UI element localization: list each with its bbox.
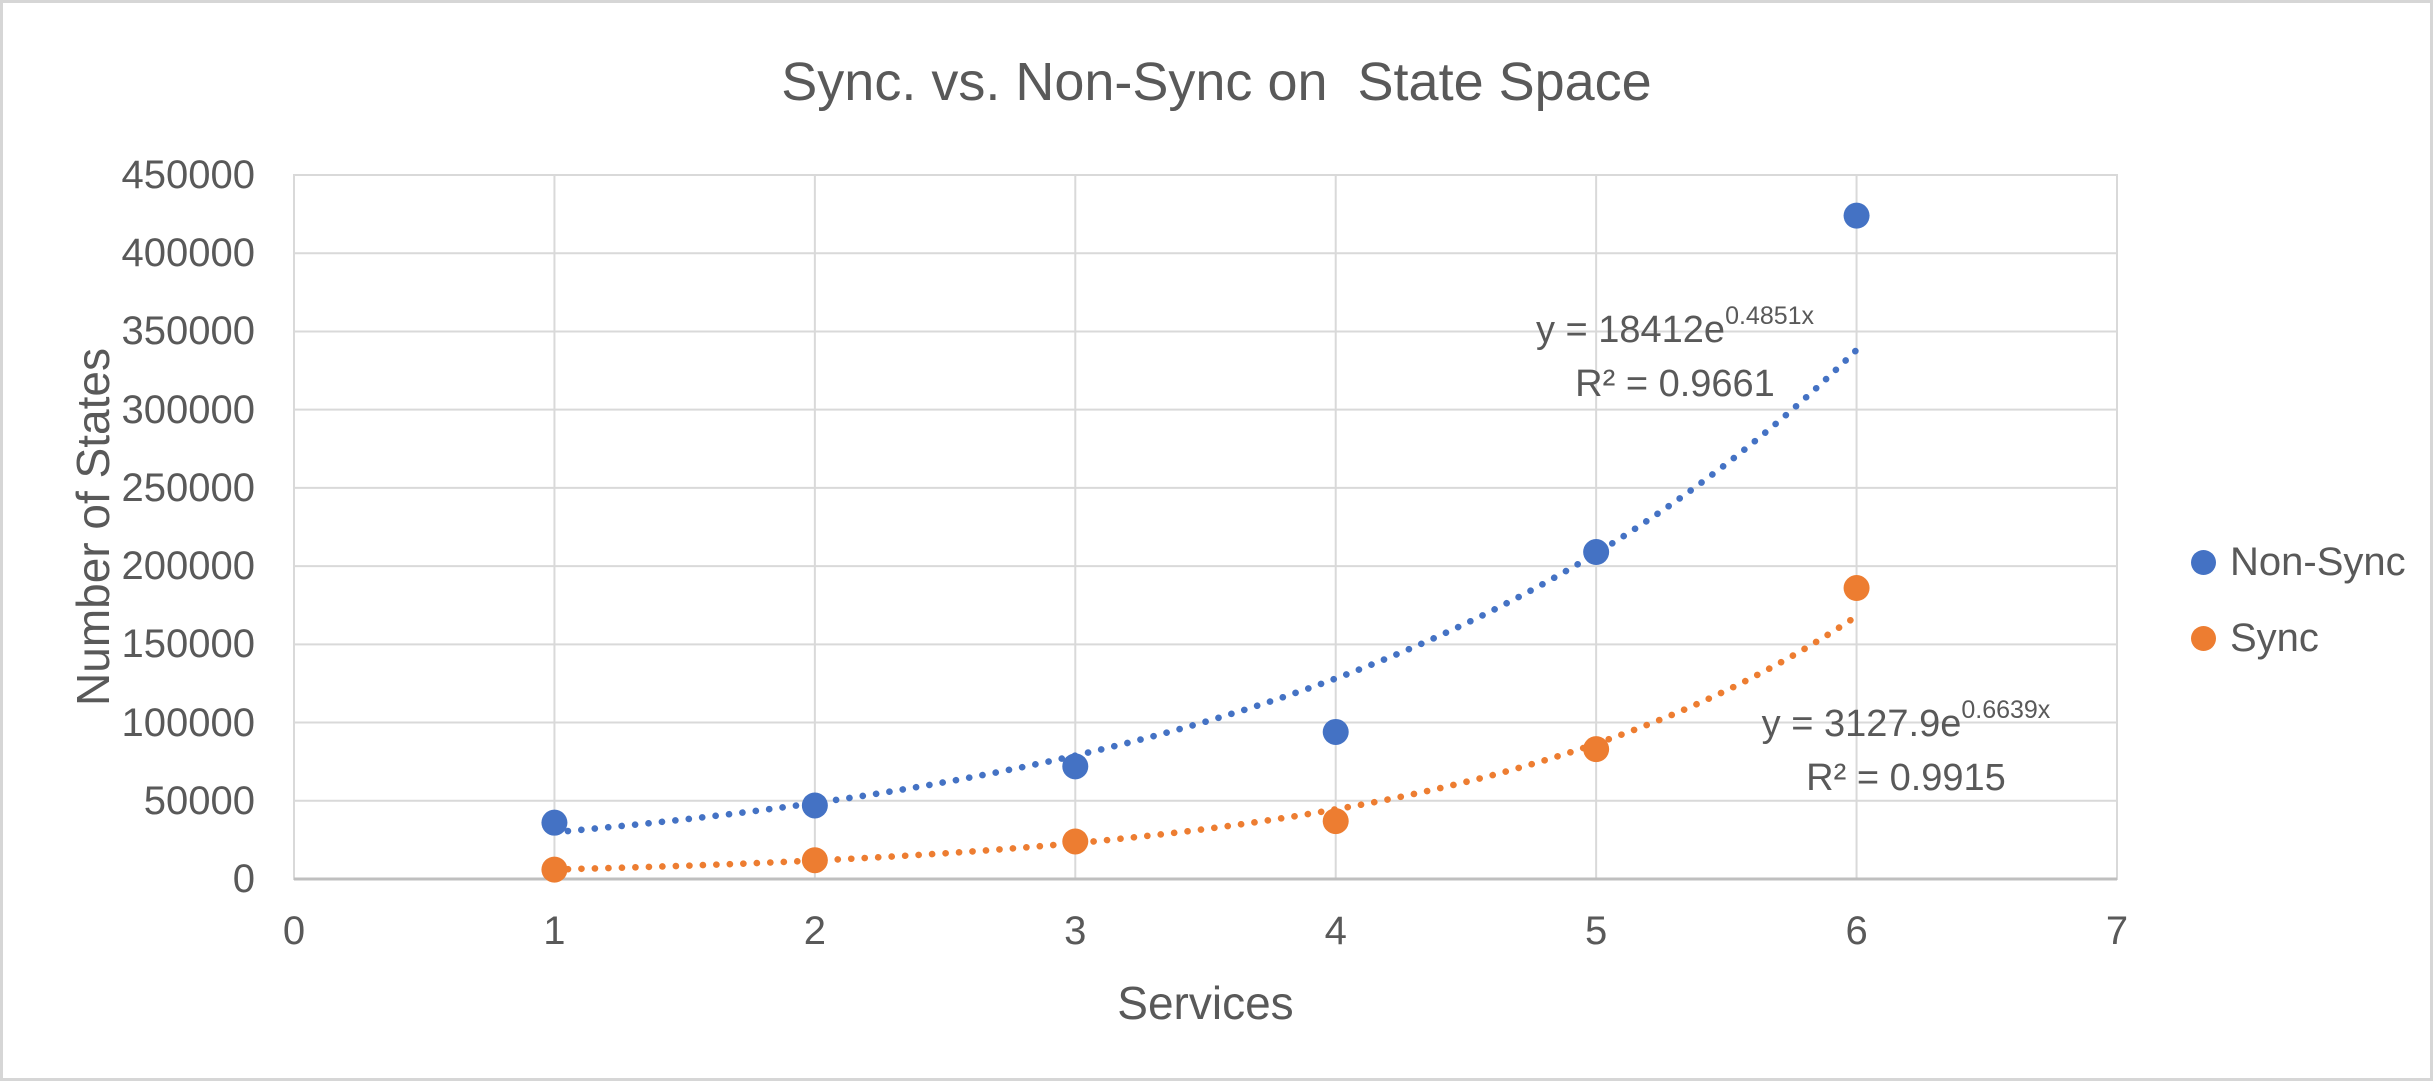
data-point-non-sync xyxy=(1843,202,1870,229)
x-tick-label: 6 xyxy=(1845,909,1868,953)
trendline-equation-sync-formula: y = 3127.9e0.6639x xyxy=(1626,697,2186,751)
y-tick-label: 200000 xyxy=(121,544,255,589)
data-point-non-sync xyxy=(1322,718,1349,745)
legend-label-nonsync: Non-Sync xyxy=(2230,539,2406,584)
legend-marker-sync-icon xyxy=(2191,625,2216,651)
data-point-non-sync xyxy=(1583,539,1610,566)
data-point-sync xyxy=(541,856,568,883)
x-axis-title: Services xyxy=(1117,977,1294,1029)
equation-base: y = 3127.9e xyxy=(1761,703,1962,745)
data-point-non-sync xyxy=(801,792,828,819)
data-point-sync xyxy=(801,847,828,874)
legend-item-nonsync: Non-Sync xyxy=(2191,538,2406,586)
trendline-equation-nonsync: y = 18412e0.4851x R² = 0.9661 xyxy=(1395,303,1955,411)
x-tick-label: 7 xyxy=(2105,909,2129,953)
data-point-sync xyxy=(1322,808,1349,835)
legend-marker-nonsync-icon xyxy=(2191,549,2216,575)
y-tick-label: 150000 xyxy=(121,622,255,667)
trendline-equation-nonsync-formula: y = 18412e0.4851x xyxy=(1395,303,1955,357)
y-tick-label: 0 xyxy=(232,857,255,901)
y-tick-label: 250000 xyxy=(121,465,255,510)
data-point-sync xyxy=(1843,575,1870,602)
y-tick-label: 100000 xyxy=(121,700,255,745)
data-point-non-sync xyxy=(541,809,568,836)
equation-exponent: 0.4851x xyxy=(1725,302,1815,331)
y-tick-label: 350000 xyxy=(121,309,255,354)
trendline-sync xyxy=(551,612,1860,873)
trendline-r-squared-nonsync: R² = 0.9661 xyxy=(1575,363,1775,405)
y-tick-label: 400000 xyxy=(121,231,255,276)
x-tick-label: 0 xyxy=(282,909,306,953)
trendline-r-squared-sync: R² = 0.9915 xyxy=(1806,757,2006,799)
equation-exponent: 0.6639x xyxy=(1961,696,2051,725)
data-point-sync xyxy=(1062,828,1089,855)
trendline-non-sync xyxy=(551,346,1860,836)
chart-title: Sync. vs. Non-Sync on State Space xyxy=(781,52,1652,112)
x-tick-label: 3 xyxy=(1064,909,1087,953)
plot-area xyxy=(293,174,2118,883)
data-point-sync xyxy=(1583,736,1610,763)
legend-label-sync: Sync xyxy=(2230,615,2319,660)
y-tick-label: 300000 xyxy=(121,387,255,432)
x-tick-label: 2 xyxy=(803,909,826,953)
data-point-non-sync xyxy=(1062,753,1089,780)
y-tick-label: 450000 xyxy=(121,153,255,197)
y-tick-label: 50000 xyxy=(143,778,255,823)
trendline-equation-sync: y = 3127.9e0.6639x R² = 0.9915 xyxy=(1626,697,2186,805)
equation-base: y = 18412e xyxy=(1535,309,1726,351)
x-tick-label: 4 xyxy=(1324,909,1347,953)
x-tick-label: 1 xyxy=(543,909,566,953)
legend: Non-Sync Sync xyxy=(2191,538,2406,662)
x-tick-label: 5 xyxy=(1585,909,1608,953)
legend-item-sync: Sync xyxy=(2191,614,2406,662)
